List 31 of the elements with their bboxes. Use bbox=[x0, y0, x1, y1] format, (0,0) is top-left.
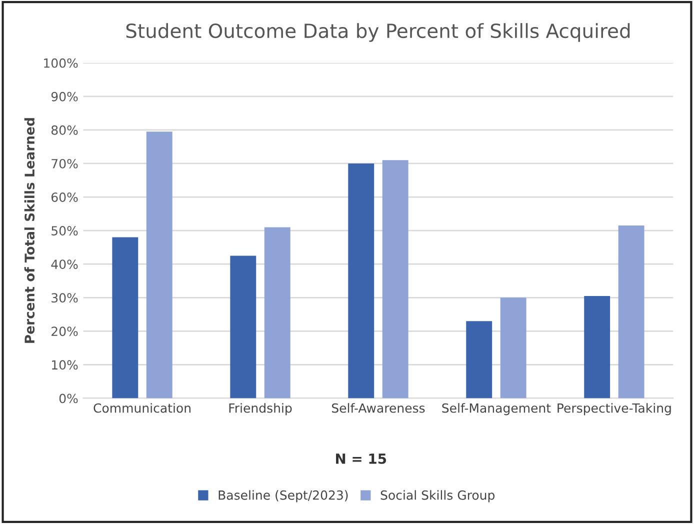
text: N = 15 bbox=[336, 454, 386, 464]
bar bbox=[230, 256, 256, 398]
bar bbox=[382, 160, 408, 398]
x-tick-label: Self-Awareness bbox=[332, 403, 425, 413]
y-tick-label: 10% bbox=[52, 360, 78, 370]
y-tick-label: 40% bbox=[51, 260, 78, 270]
x-tick-label: Perspective-Taking bbox=[558, 403, 671, 416]
chart-title: Student Outcome Data by Percent of Skills Acquired bbox=[126, 23, 630, 42]
bar bbox=[500, 298, 526, 398]
bar bbox=[466, 321, 492, 398]
y-tick-label: 70% bbox=[52, 158, 78, 168]
y-axis-title: Percent of Total Skills Learned bbox=[24, 118, 35, 343]
y-tick-label: 60% bbox=[52, 192, 78, 202]
bar bbox=[348, 163, 374, 398]
bar bbox=[584, 296, 610, 398]
x-tick-label: Communication bbox=[94, 403, 190, 413]
y-tick-label: 80% bbox=[51, 125, 78, 135]
bar bbox=[264, 227, 290, 398]
legend-label: Baseline (Sept/2023) bbox=[218, 490, 348, 502]
bar bbox=[112, 237, 138, 398]
x-tick-label: Self-Management bbox=[442, 403, 551, 416]
y-tick-label: 30% bbox=[52, 293, 78, 303]
y-tick-label: 20% bbox=[52, 326, 78, 336]
x-tick-label: Friendship bbox=[229, 403, 292, 416]
bar bbox=[146, 132, 172, 398]
y-tick-label: 90% bbox=[51, 92, 78, 102]
y-tick-label: 0% bbox=[59, 394, 78, 404]
y-tick-label: 50% bbox=[52, 226, 78, 236]
y-tick-label: 100% bbox=[44, 58, 78, 68]
bar bbox=[618, 226, 644, 398]
legend-label: Social Skills Group bbox=[380, 490, 495, 502]
